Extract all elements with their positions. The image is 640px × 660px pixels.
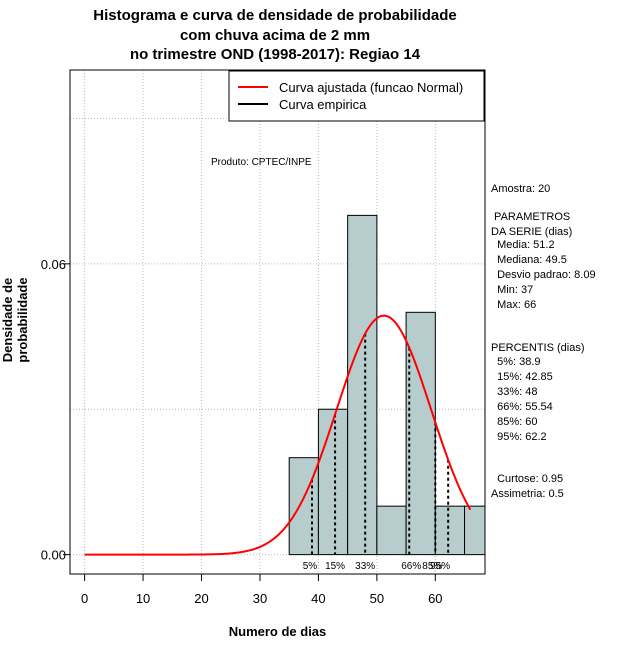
histogram-bar (317, 408, 349, 556)
x-tick-label: 0 (81, 591, 88, 606)
stats-shape: Curtose: 0.95 Assimetria: 0.5 (491, 473, 564, 500)
histogram-bar (464, 505, 486, 556)
histogram-bar (434, 505, 466, 556)
stats-percentis-values: 5%: 38.9 15%: 42.85 33%: 48 66%: 55.54 8… (497, 356, 553, 443)
percentile-label: 95% (430, 561, 450, 572)
histogram-bar (347, 214, 378, 556)
stats-sample: Amostra: 20 (491, 183, 551, 195)
stats-params-values: Media: 51.2 Mediana: 49.5 Desvio padrao:… (497, 239, 596, 311)
chart-title-line-1: Histograma e curva de densidade de proba… (93, 7, 457, 24)
plot-frame (69, 69, 486, 575)
stats-params-title: PARAMETROS DA SERIE (dias) (491, 211, 573, 238)
percentile-label: 5% (303, 561, 318, 572)
percentile-lines: 5% 15% 33% 66% 85%95% (303, 333, 450, 572)
product-annotation: Produto: CPTEC/INPE (211, 157, 312, 168)
legend: Curva ajustada (funcao Normal) Curva empi… (228, 70, 485, 122)
histogram-bar (376, 505, 407, 556)
normal-curve (84, 314, 472, 556)
chart-title-line-3: no trimestre OND (1998-2017): Regiao 14 (129, 46, 421, 63)
y-tick-label: 0.00 (41, 548, 66, 563)
percentile-label: 33% (355, 561, 375, 572)
percentile-label: 66% (401, 561, 421, 572)
legend-label: Curva empirica (279, 97, 367, 112)
percentile-label: 85% (422, 561, 442, 572)
x-tick-label: 50 (370, 591, 384, 606)
chart-title-line-2: com chuva acima de 2 mm (179, 27, 371, 44)
x-tick-label: 40 (311, 591, 325, 606)
x-tick-label: 20 (194, 591, 208, 606)
y-axis-label: Densidade de probabilidade (0, 277, 30, 363)
stats-percentis-title: PERCENTIS (dias) (491, 342, 585, 354)
x-tick-label: 30 (253, 591, 267, 606)
axes: 0 10 20 30 40 50 60 0.00 0.06 (41, 69, 486, 606)
x-tick-label: 60 (428, 591, 442, 606)
x-tick-label: 10 (136, 591, 150, 606)
legend-label: Curva ajustada (funcao Normal) (279, 80, 463, 95)
percentile-label: 15% (325, 561, 345, 572)
y-tick-label: 0.06 (41, 257, 66, 272)
legend-box (228, 70, 485, 122)
x-axis-label: Numero de dias (228, 624, 327, 639)
